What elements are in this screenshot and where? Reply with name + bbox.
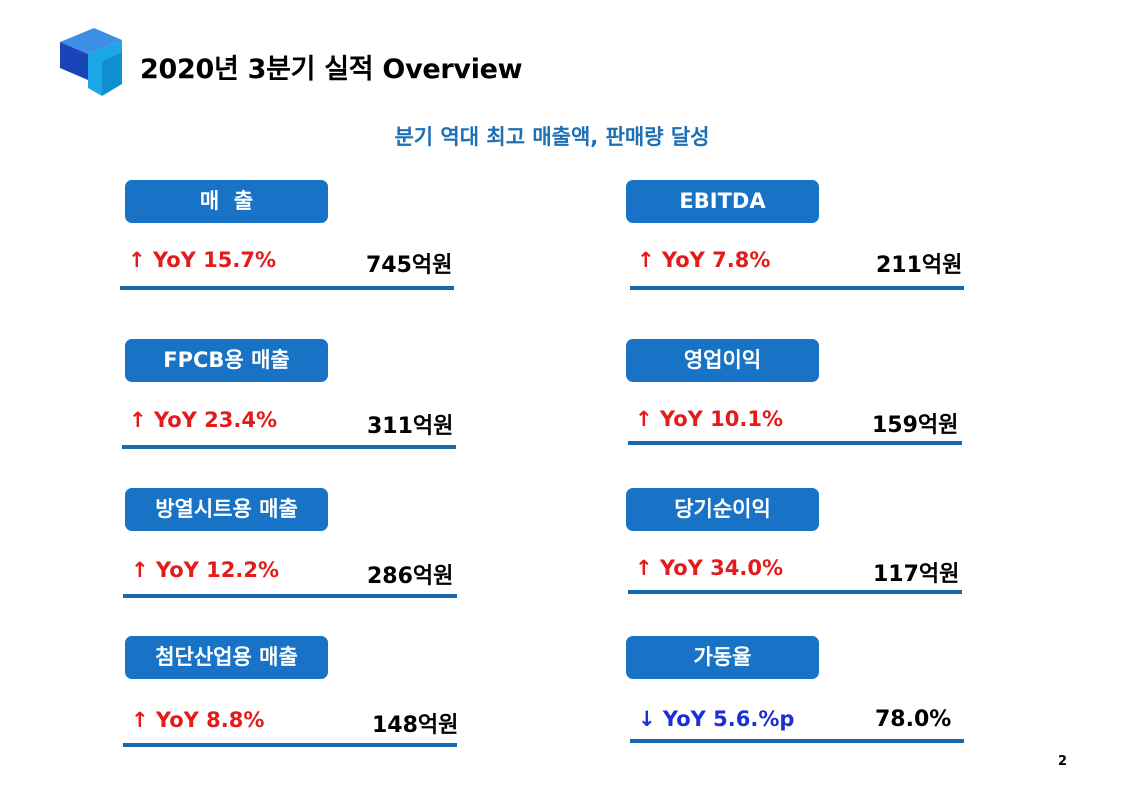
metric-change-text: YoY 34.0%	[659, 556, 783, 580]
metric-divider	[120, 286, 454, 290]
metric-divider	[628, 441, 962, 445]
metric-label: 가동율	[626, 636, 819, 679]
metric-change-text: YoY 8.8%	[155, 708, 265, 732]
metric-divider	[122, 445, 456, 449]
metric-value: 745억원	[366, 253, 453, 278]
metric-value: 211억원	[876, 253, 963, 278]
metric-label: 영업이익	[626, 339, 819, 382]
arrow-up-icon: ↑	[128, 248, 146, 272]
arrow-up-icon: ↑	[131, 558, 149, 582]
metric-change: ↑ YoY 12.2%	[131, 558, 279, 582]
metric-label: 방열시트용 매출	[125, 488, 328, 531]
page-number: 2	[1058, 754, 1068, 769]
arrow-up-icon: ↑	[635, 556, 653, 580]
arrow-up-icon: ↑	[637, 248, 655, 272]
metric-change-text: YoY 15.7%	[152, 248, 276, 272]
slide-subtitle: 분기 역대 최고 매출액, 판매량 달성	[394, 125, 710, 149]
metric-change: ↑ YoY 34.0%	[635, 556, 783, 580]
metric-change: ↓ YoY 5.6.%p	[638, 707, 794, 731]
metric-value: 117억원	[873, 562, 960, 587]
metric-change: ↑ YoY 15.7%	[128, 248, 276, 272]
metric-change: ↑ YoY 7.8%	[637, 248, 770, 272]
metric-divider	[123, 743, 457, 747]
metric-label: 첨단산업용 매출	[125, 636, 328, 679]
metric-divider	[630, 286, 964, 290]
metric-value: 311억원	[367, 414, 454, 439]
metric-value: 286억원	[367, 564, 454, 589]
metric-divider	[628, 590, 962, 594]
arrow-up-icon: ↑	[129, 408, 147, 432]
page-title: 2020년 3분기 실적 Overview	[140, 54, 523, 85]
metric-value: 78.0%	[875, 707, 952, 732]
metric-change-text: YoY 23.4%	[153, 408, 277, 432]
metric-change-text: YoY 5.6.%p	[662, 707, 795, 731]
metric-change-text: YoY 10.1%	[659, 407, 783, 431]
metric-label: 당기순이익	[626, 488, 819, 531]
arrow-up-icon: ↑	[131, 708, 149, 732]
metric-change: ↑ YoY 10.1%	[635, 407, 783, 431]
company-logo	[60, 28, 122, 96]
metric-change: ↑ YoY 8.8%	[131, 708, 264, 732]
metric-value: 159억원	[872, 413, 959, 438]
metric-change-text: YoY 7.8%	[661, 248, 771, 272]
metric-divider	[123, 594, 457, 598]
metric-divider	[630, 739, 964, 743]
arrow-down-icon: ↓	[638, 707, 656, 731]
metric-change-text: YoY 12.2%	[155, 558, 279, 582]
arrow-up-icon: ↑	[635, 407, 653, 431]
metric-label: 매 출	[125, 180, 328, 223]
metric-change: ↑ YoY 23.4%	[129, 408, 277, 432]
metric-label: EBITDA	[626, 180, 819, 223]
metric-label: FPCB용 매출	[125, 339, 328, 382]
metric-value: 148억원	[372, 713, 459, 738]
